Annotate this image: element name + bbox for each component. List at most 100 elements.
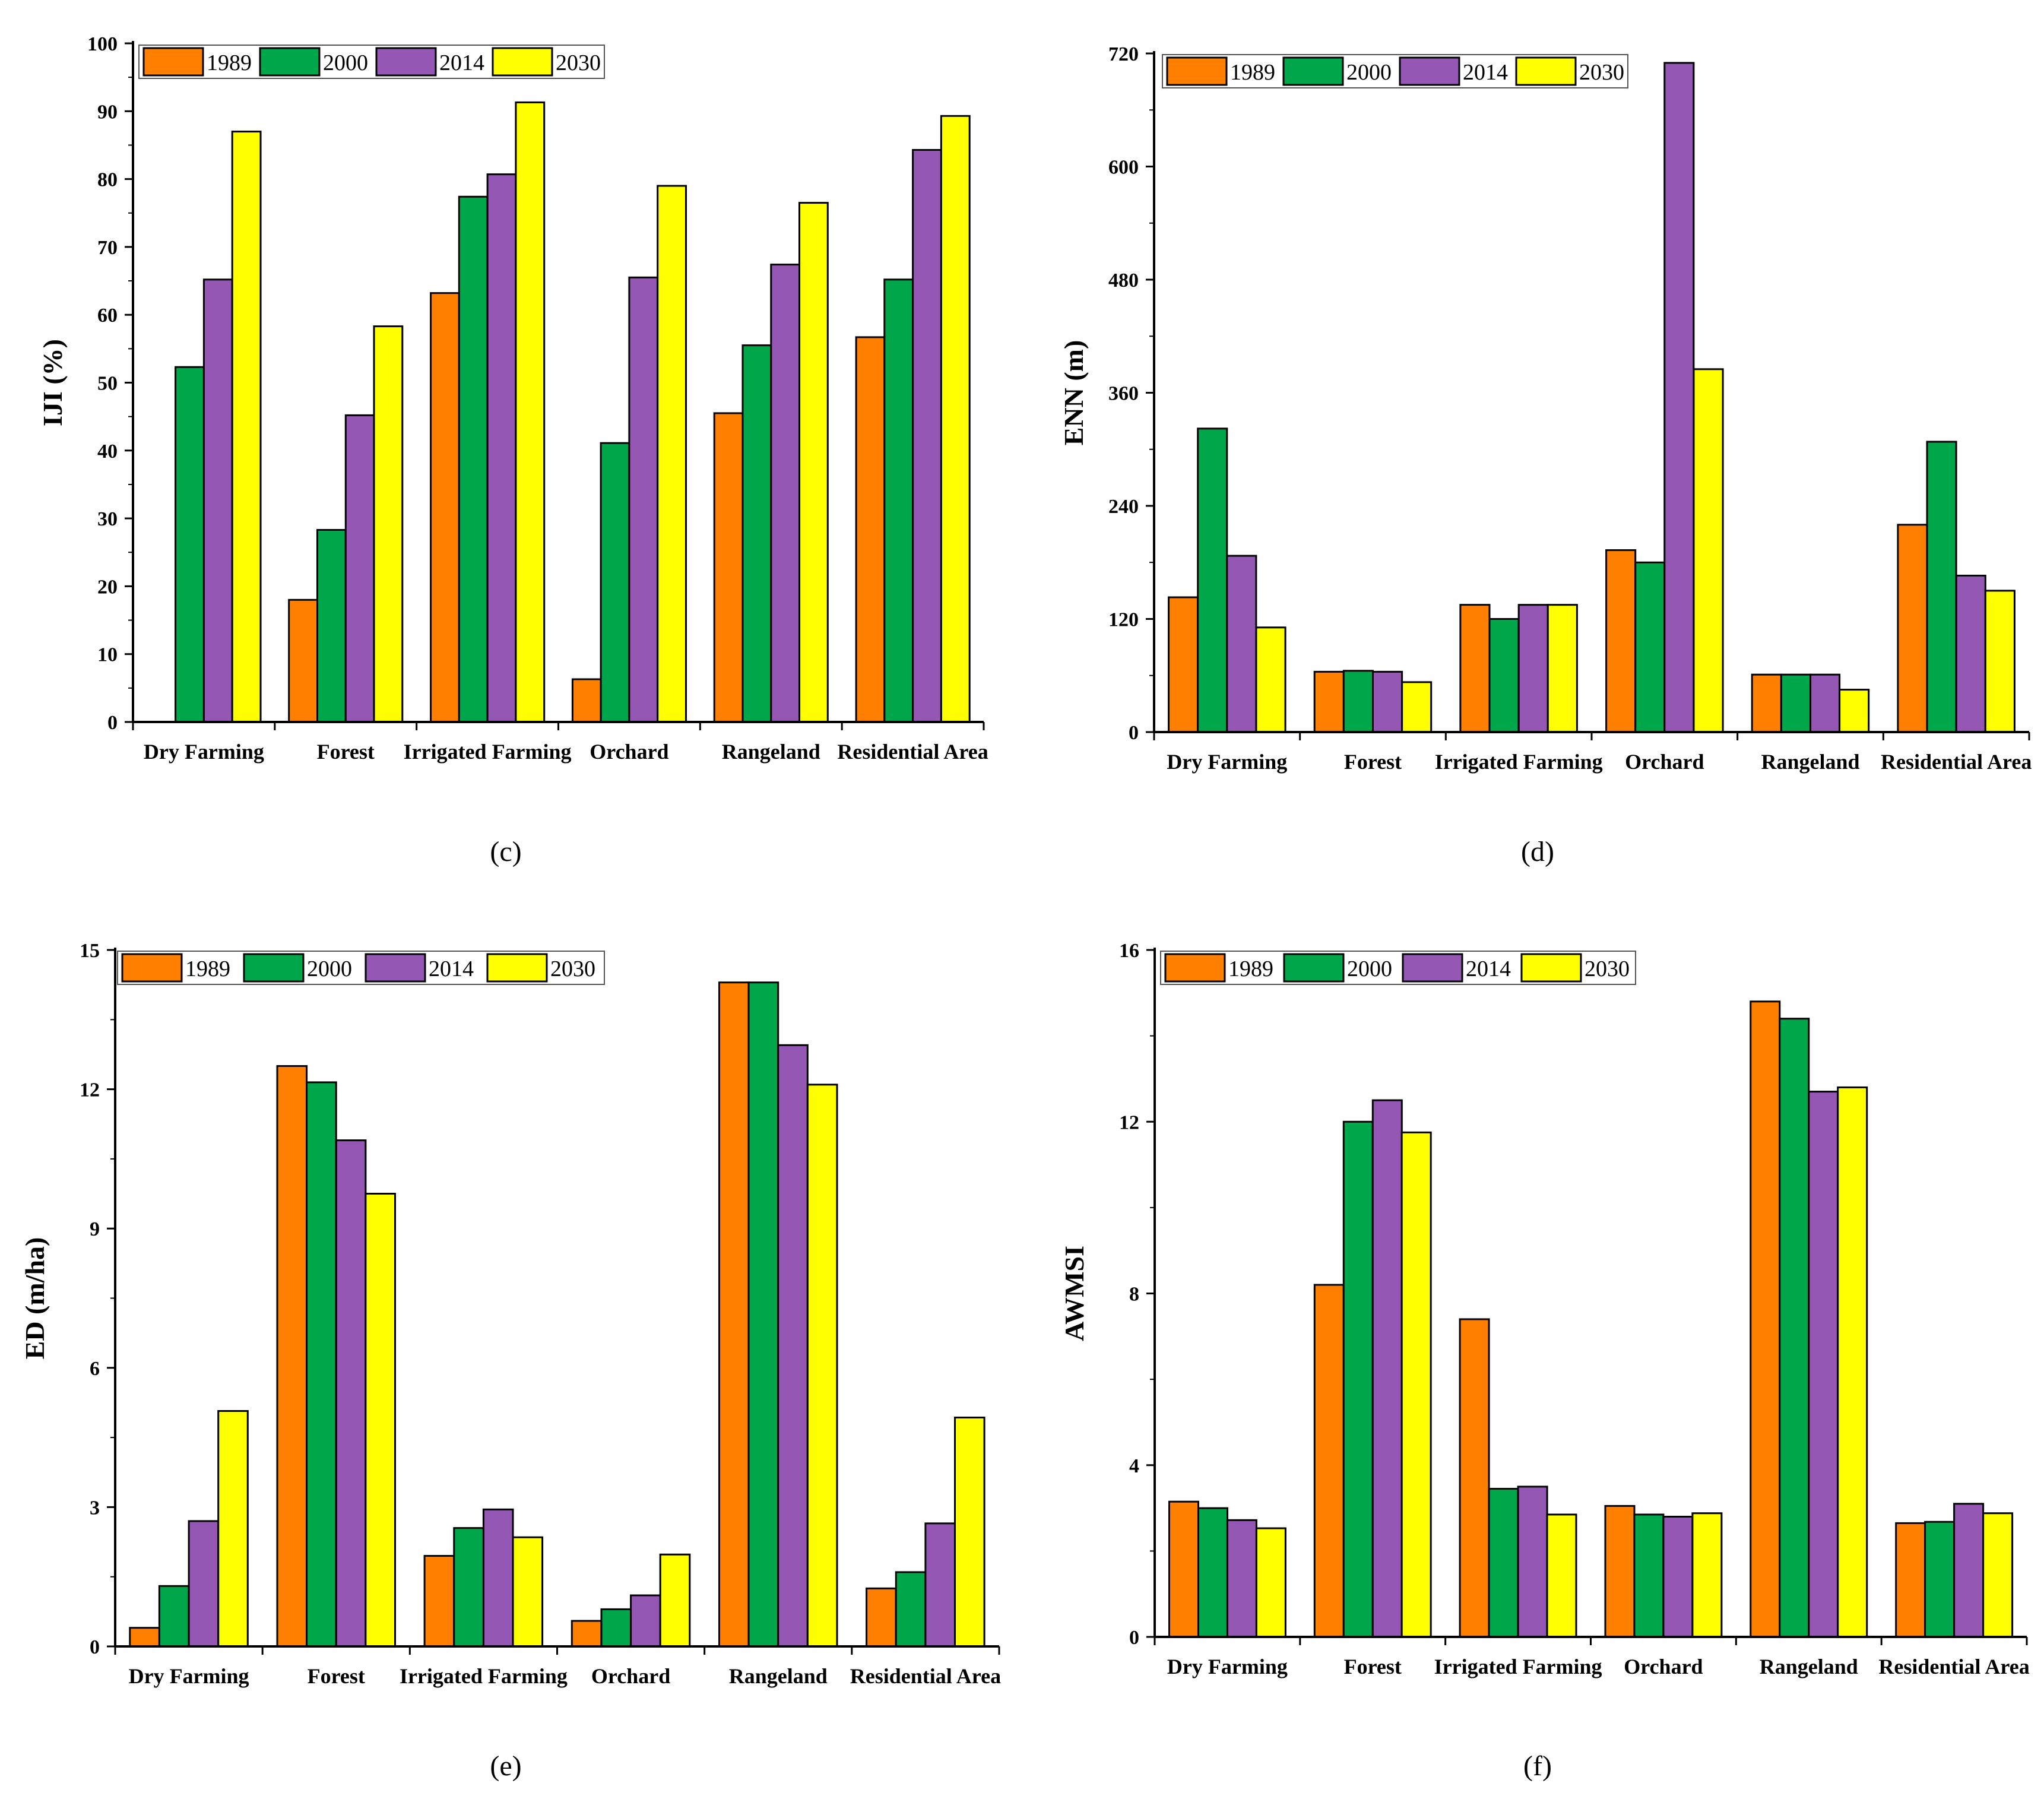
y-tick-label: 90 <box>97 101 118 123</box>
y-axis-title: AWMSI <box>1059 1246 1089 1341</box>
bar-irrigated-farming-2000 <box>1488 1488 1519 1638</box>
bar-dry-farming-2030 <box>231 131 262 723</box>
bar-forest-2030 <box>1401 681 1433 733</box>
x-tick-label-irrigated-farming: Irrigated Farming <box>400 1664 568 1688</box>
legend-swatch-2030 <box>1520 953 1582 983</box>
x-tick-label-rangeland: Rangeland <box>1760 1655 1858 1678</box>
legend-swatch-1989 <box>1166 56 1228 86</box>
bar-irrigated-farming-2030 <box>1546 1513 1577 1638</box>
bar-orchard-1989 <box>571 678 602 723</box>
y-tick-label: 20 <box>97 576 118 598</box>
y-tick-label: 9 <box>90 1218 100 1240</box>
bar-irrigated-farming-2030 <box>512 1536 544 1648</box>
bar-dry-farming-2030 <box>1255 626 1286 733</box>
bar-rangeland-2014 <box>777 1044 809 1648</box>
chart-panel-d: 0 120 240 360 480 600 720 Dry Farming Forest Irri… <box>1059 43 2032 867</box>
y-tick-label: 50 <box>97 373 118 395</box>
x-tick-label-forest: Forest <box>317 740 375 764</box>
bar-rangeland-1989 <box>1751 673 1782 733</box>
y-tick-label: 120 <box>1108 609 1139 631</box>
bar-rangeland-2014 <box>1808 1091 1839 1638</box>
bar-dry-farming-2000 <box>158 1585 190 1648</box>
legend-label-1989: 1989 <box>1228 956 1273 981</box>
bar-rangeland-2014 <box>1810 673 1841 733</box>
bar-orchard-1989 <box>1605 549 1637 733</box>
y-tick-label: 6 <box>90 1358 100 1380</box>
bar-residential-area-2000 <box>883 278 914 723</box>
y-tick-label: 8 <box>1129 1284 1139 1306</box>
bar-residential-area-2030 <box>1984 590 2016 733</box>
chart-panel-e: 0 3 6 9 12 15 Dry Farming Forest Irrigated Farmi… <box>20 940 1001 1782</box>
bar-orchard-2014 <box>630 1594 661 1648</box>
bar-forest-1989 <box>1313 670 1345 733</box>
legend-label-2000: 2000 <box>1346 60 1392 85</box>
x-tick-label-irrigated-farming: Irrigated Farming <box>1434 1655 1602 1678</box>
bar-irrigated-farming-1989 <box>423 1555 455 1648</box>
bar-rangeland-1989 <box>1750 1000 1781 1638</box>
y-tick-label: 100 <box>87 33 118 55</box>
bar-irrigated-farming-2030 <box>515 101 546 723</box>
legend-swatch-2000 <box>243 953 305 983</box>
panel-caption: (f) <box>1523 1750 1552 1782</box>
bar-residential-area-2014 <box>912 149 942 723</box>
bar-forest-2014 <box>1372 670 1403 733</box>
x-tick-label-rangeland: Rangeland <box>1761 750 1859 774</box>
legend-label-1989: 1989 <box>207 50 252 75</box>
legend: 1989 2000 2014 2030 <box>117 951 605 985</box>
bar-rangeland-2030 <box>1837 1086 1868 1638</box>
legend-label-2014: 2014 <box>429 956 474 981</box>
bar-rangeland-2000 <box>1780 673 1811 733</box>
panel-caption: (c) <box>490 836 521 867</box>
x-tick-label-dry-farming: Dry Farming <box>1167 750 1287 774</box>
bar-irrigated-farming-2014 <box>486 173 517 723</box>
bar-orchard-2014 <box>628 276 659 723</box>
panel-caption: (e) <box>490 1750 521 1782</box>
bar-irrigated-farming-2030 <box>1547 604 1578 733</box>
legend-swatch-2030 <box>1515 56 1577 86</box>
y-tick-label: 12 <box>80 1079 100 1101</box>
bar-dry-farming-2014 <box>1226 555 1257 733</box>
x-tick-label-orchard: Orchard <box>591 1664 670 1688</box>
x-tick-label-forest: Forest <box>1344 1655 1402 1678</box>
bar-dry-farming-1989 <box>1168 1500 1199 1638</box>
bar-forest-2000 <box>1342 1120 1374 1638</box>
x-tick-label-rangeland: Rangeland <box>729 1664 828 1688</box>
y-tick-label: 40 <box>97 441 118 463</box>
bar-orchard-2000 <box>1633 1513 1665 1638</box>
y-tick-label: 10 <box>97 644 118 666</box>
bar-forest-2030 <box>365 1193 397 1648</box>
y-tick-label: 15 <box>80 940 100 962</box>
bar-orchard-2014 <box>1663 62 1695 733</box>
x-tick-label-residential-area: Residential Area <box>1878 1655 2029 1678</box>
bar-forest-1989 <box>276 1065 308 1648</box>
legend-swatch-1989 <box>142 47 204 77</box>
bar-dry-farming-1989 <box>129 1627 160 1648</box>
bar-residential-area-2014 <box>1955 575 1986 733</box>
legend: 1989 2000 2014 2030 <box>138 45 605 79</box>
bar-forest-2014 <box>335 1139 367 1648</box>
bar-dry-farming-2030 <box>217 1410 249 1648</box>
legend-label-2030: 2030 <box>550 956 595 981</box>
legend-swatch-2014 <box>375 47 437 77</box>
legend-label-2030: 2030 <box>556 50 601 75</box>
bar-dry-farming-2000 <box>1197 427 1228 733</box>
bar-residential-area-1989 <box>855 336 886 723</box>
bar-dry-farming-2030 <box>1255 1527 1286 1638</box>
bar-forest-2030 <box>373 325 404 723</box>
bar-orchard-2030 <box>659 1553 691 1648</box>
bar-dry-farming-2014 <box>202 278 233 723</box>
x-tick-label-residential-area: Residential Area <box>837 740 988 764</box>
bar-orchard-2030 <box>657 185 687 723</box>
bar-dry-farming-2000 <box>175 366 205 723</box>
x-tick-label-rangeland: Rangeland <box>722 740 820 764</box>
legend-swatch-2000 <box>1283 953 1345 983</box>
x-tick-label-dry-farming: Dry Farming <box>144 740 264 764</box>
bar-orchard-1989 <box>1604 1505 1636 1638</box>
y-axis-title: ENN (m) <box>1059 340 1089 446</box>
bar-irrigated-farming-1989 <box>1459 1318 1490 1638</box>
bar-residential-area-2030 <box>940 115 971 723</box>
legend-swatch-1989 <box>121 953 183 983</box>
bar-rangeland-2000 <box>741 344 772 723</box>
y-tick-label: 0 <box>1129 1627 1139 1649</box>
